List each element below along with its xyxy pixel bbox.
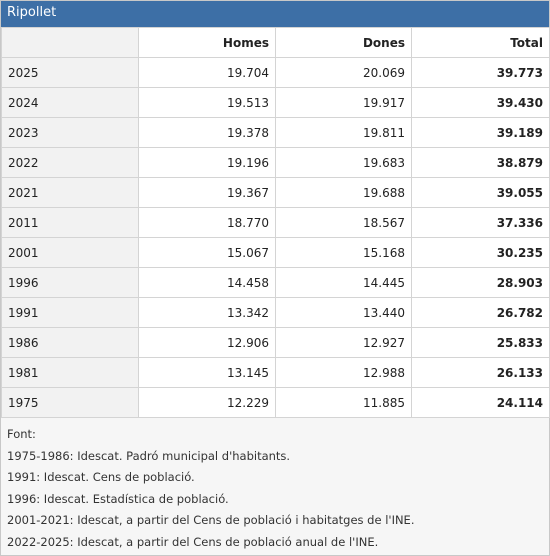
table-row: 2023 19.378 19.811 39.189 xyxy=(1,117,550,148)
table-row: 1991 13.342 13.440 26.782 xyxy=(1,297,550,328)
value-cell: 26.782 xyxy=(411,297,550,328)
column-header: Dones xyxy=(275,27,412,58)
value-cell: 19.704 xyxy=(138,57,276,88)
value-cell: 19.378 xyxy=(138,117,276,148)
year-cell: 2023 xyxy=(1,117,139,148)
value-cell: 19.196 xyxy=(138,147,276,178)
note-line: 1996: Idescat. Estadística de població. xyxy=(7,491,229,506)
note-line: 2022-2025: Idescat, a partir del Cens de… xyxy=(7,534,379,549)
note-line: 2001-2021: Idescat, a partir del Cens de… xyxy=(7,513,415,528)
value-cell: 14.445 xyxy=(275,267,412,298)
year-cell: 1996 xyxy=(1,267,139,298)
panel-title: Ripollet xyxy=(1,1,549,27)
value-cell: 13.342 xyxy=(138,297,276,328)
value-cell: 39.055 xyxy=(411,177,550,208)
value-cell: 12.906 xyxy=(138,327,276,358)
table-body: 2025 19.704 20.069 39.773 2024 19.513 19.917 39… xyxy=(1,57,550,418)
table-row: 1981 13.145 12.988 26.133 xyxy=(1,357,550,388)
value-cell: 13.440 xyxy=(275,297,412,328)
table-row: 1986 12.906 12.927 25.833 xyxy=(1,327,550,358)
value-cell: 12.988 xyxy=(275,357,412,388)
year-cell: 2024 xyxy=(1,87,139,118)
year-cell: 2025 xyxy=(1,57,139,88)
year-cell: 1986 xyxy=(1,327,139,358)
value-cell: 25.833 xyxy=(411,327,550,358)
value-cell: 19.917 xyxy=(275,87,412,118)
value-cell: 18.567 xyxy=(275,207,412,238)
value-cell: 39.430 xyxy=(411,87,550,118)
value-cell: 11.885 xyxy=(275,387,412,418)
note-line: 1975-1986: Idescat. Padró municipal d'ha… xyxy=(7,448,291,463)
year-cell: 2021 xyxy=(1,177,139,208)
value-cell: 15.067 xyxy=(138,237,276,268)
year-cell: 1975 xyxy=(1,387,139,418)
value-cell: 24.114 xyxy=(411,387,550,418)
table-row: 2001 15.067 15.168 30.235 xyxy=(1,237,550,268)
value-cell: 19.811 xyxy=(275,117,412,148)
note-line: 1991: Idescat. Cens de població. xyxy=(7,470,195,485)
table-row: 1996 14.458 14.445 28.903 xyxy=(1,267,550,298)
table-row: 2011 18.770 18.567 37.336 xyxy=(1,207,550,238)
value-cell: 13.145 xyxy=(138,357,276,388)
population-table: Homes Dones Total 2025 19.704 20.069 39.773 20… xyxy=(1,27,550,418)
year-cell: 1981 xyxy=(1,357,139,388)
value-cell: 26.133 xyxy=(411,357,550,388)
value-cell: 20.069 xyxy=(275,57,412,88)
value-cell: 39.773 xyxy=(411,57,550,88)
column-header: Total xyxy=(411,27,550,58)
value-cell: 30.235 xyxy=(411,237,550,268)
table-row: 2025 19.704 20.069 39.773 xyxy=(1,57,550,88)
table-row: 2024 19.513 19.917 39.430 xyxy=(1,87,550,118)
value-cell: 19.688 xyxy=(275,177,412,208)
header-row: Homes Dones Total xyxy=(1,27,550,58)
value-cell: 19.367 xyxy=(138,177,276,208)
source-notes: Font: 1975-1986: Idescat. Padró municipal… xyxy=(1,418,549,554)
value-cell: 39.189 xyxy=(411,117,550,148)
table-row: 1975 12.229 11.885 24.114 xyxy=(1,387,550,418)
year-cell: 2001 xyxy=(1,237,139,268)
year-cell: 1991 xyxy=(1,297,139,328)
note-line: Font: xyxy=(7,427,36,441)
value-cell: 38.879 xyxy=(411,147,550,178)
value-cell: 14.458 xyxy=(138,267,276,298)
year-cell: 2022 xyxy=(1,147,139,178)
value-cell: 15.168 xyxy=(275,237,412,268)
value-cell: 19.683 xyxy=(275,147,412,178)
column-header xyxy=(1,27,139,58)
table-row: 2022 19.196 19.683 38.879 xyxy=(1,147,550,178)
value-cell: 12.927 xyxy=(275,327,412,358)
table-row: 2021 19.367 19.688 39.055 xyxy=(1,177,550,208)
value-cell: 12.229 xyxy=(138,387,276,418)
value-cell: 37.336 xyxy=(411,207,550,238)
value-cell: 28.903 xyxy=(411,267,550,298)
year-cell: 2011 xyxy=(1,207,139,238)
value-cell: 18.770 xyxy=(138,207,276,238)
value-cell: 19.513 xyxy=(138,87,276,118)
column-header: Homes xyxy=(138,27,276,58)
